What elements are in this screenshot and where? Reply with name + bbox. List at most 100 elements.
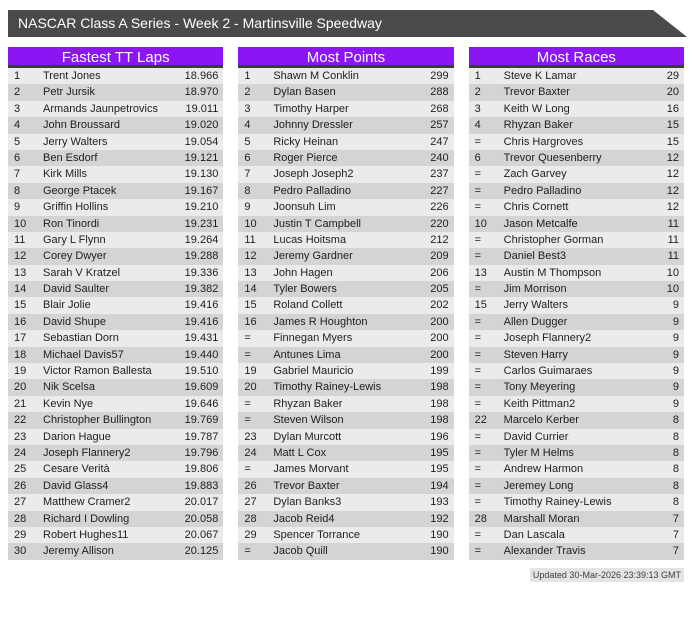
- driver-name-cell: Daniel Best3: [503, 250, 567, 263]
- table-row: 12 Jeremy Gardner 209: [238, 248, 454, 265]
- value-cell: 8: [672, 414, 679, 427]
- driver-name-cell: Andrew Harmon: [503, 463, 584, 476]
- table-row: = Andrew Harmon 8: [468, 461, 684, 478]
- leaderboard-rows: 1 Trent Jones 18.966 2 Petr Jursik 18.970 3 Arm…: [8, 68, 224, 560]
- driver-name-cell: Tony Meyering: [503, 381, 576, 394]
- value-cell: 19.806: [184, 463, 219, 476]
- table-row: 19 Victor Ramon Ballesta 19.510: [8, 363, 224, 380]
- table-row: 8 George Ptacek 19.167: [8, 182, 224, 200]
- rank-cell: 18: [14, 348, 27, 361]
- table-row: = Tyler M Helms 8: [468, 444, 684, 462]
- driver-name-cell: Blair Jolie: [43, 299, 91, 312]
- event-banner: NASCAR Class A Series - Week 2 - Martins…: [8, 10, 687, 37]
- table-row: 1 Steve K Lamar 29: [468, 68, 684, 85]
- driver-name-cell: Roland Collett: [273, 299, 343, 312]
- table-row: 5 Ricky Heinan 247: [238, 133, 454, 150]
- driver-name-cell: Ben Esdorf: [43, 151, 98, 164]
- rank-cell: 22: [474, 414, 487, 427]
- rank-cell: 21: [14, 397, 27, 410]
- rank-cell: 1: [14, 70, 21, 82]
- table-row: 26 David Glass4 19.883: [8, 477, 224, 495]
- table-row: 22 Marcelo Kerber 8: [468, 412, 684, 429]
- table-row: 6 Ben Esdorf 19.121: [8, 149, 224, 167]
- rank-cell: 14: [244, 283, 257, 296]
- value-cell: 19.440: [184, 348, 219, 361]
- driver-name-cell: Jeremy Gardner: [273, 250, 353, 263]
- value-cell: 19.011: [185, 102, 219, 115]
- rank-cell: =: [474, 233, 482, 246]
- value-cell: 198: [430, 397, 449, 410]
- value-cell: 195: [430, 463, 449, 476]
- value-cell: 200: [430, 348, 449, 361]
- driver-name-cell: Nik Scelsa: [43, 381, 95, 394]
- rank-cell: 3: [244, 102, 251, 115]
- rank-cell: =: [244, 397, 251, 410]
- value-cell: 19.288: [184, 250, 219, 263]
- table-row: 23 Dylan Murcott 196: [238, 428, 454, 445]
- value-cell: 195: [430, 446, 449, 459]
- value-cell: 9: [672, 381, 679, 394]
- rank-cell: 26: [244, 479, 257, 492]
- driver-name-cell: Timothy Harper: [273, 102, 349, 115]
- table-row: 16 David Shupe 19.416: [8, 313, 224, 331]
- driver-name-cell: Sebastian Dorn: [43, 332, 119, 345]
- value-cell: 8: [672, 496, 679, 509]
- value-cell: 15: [666, 135, 679, 148]
- driver-name-cell: Marcelo Kerber: [503, 414, 579, 427]
- rank-cell: 19: [14, 365, 27, 378]
- table-row: = Antunes Lima 200: [238, 346, 454, 364]
- driver-name-cell: Kirk Mills: [43, 168, 87, 181]
- value-cell: 198: [430, 381, 449, 394]
- driver-name-cell: Jacob Quill: [273, 545, 328, 558]
- rank-cell: =: [474, 201, 482, 214]
- value-cell: 7: [672, 512, 679, 525]
- driver-name-cell: Carlos Guimaraes: [503, 365, 593, 378]
- driver-name-cell: Joseph Joseph2: [273, 168, 354, 181]
- table-row: 26 Trevor Baxter 194: [238, 477, 454, 495]
- value-cell: 226: [430, 201, 449, 214]
- rank-cell: 10: [14, 217, 27, 230]
- driver-name-cell: Robert Hughes11: [43, 528, 129, 541]
- value-cell: 10: [666, 266, 679, 279]
- rank-cell: 29: [244, 528, 257, 541]
- table-row: = Alexander Travis 7: [468, 543, 684, 560]
- value-cell: 20.058: [184, 512, 219, 525]
- value-cell: 19.231: [184, 217, 219, 230]
- driver-name-cell: Joseph Flannery2: [43, 446, 131, 459]
- rank-cell: 4: [474, 119, 481, 132]
- rank-cell: 20: [14, 381, 27, 394]
- driver-name-cell: David Saulter: [43, 283, 110, 296]
- rank-cell: =: [474, 397, 482, 410]
- value-cell: 288: [430, 86, 449, 99]
- driver-name-cell: David Glass4: [43, 479, 109, 492]
- table-row: = Timothy Rainey-Lewis 8: [468, 494, 684, 511]
- driver-name-cell: George Ptacek: [43, 184, 117, 197]
- value-cell: 193: [430, 496, 449, 509]
- value-cell: 8: [672, 446, 679, 459]
- table-row: = David Currier 8: [468, 428, 684, 445]
- value-cell: 205: [430, 283, 449, 296]
- rank-cell: 11: [14, 233, 26, 246]
- rank-cell: 3: [474, 102, 481, 115]
- driver-name-cell: Ron Tinordi: [43, 217, 100, 230]
- leaderboard-title: Most Points: [238, 47, 454, 68]
- value-cell: 190: [430, 528, 449, 541]
- rank-cell: =: [474, 430, 482, 443]
- rank-cell: 5: [244, 135, 251, 148]
- rank-cell: 1: [244, 70, 251, 82]
- value-cell: 19.416: [184, 315, 219, 328]
- value-cell: 257: [430, 119, 449, 132]
- table-row: 24 Joseph Flannery2 19.796: [8, 444, 224, 462]
- rank-cell: 30: [14, 545, 27, 558]
- value-cell: 19.416: [184, 299, 219, 312]
- leaderboard-title: Fastest TT Laps: [8, 47, 224, 68]
- table-row: 15 Blair Jolie 19.416: [8, 297, 224, 314]
- value-cell: 206: [430, 266, 449, 279]
- rank-cell: 13: [474, 266, 487, 279]
- rank-cell: =: [474, 332, 482, 345]
- value-cell: 11: [667, 250, 679, 263]
- rank-cell: 2: [14, 86, 21, 99]
- driver-name-cell: Chris Cornett: [503, 201, 569, 214]
- table-row: 30 Jeremy Allison 20.125: [8, 543, 224, 560]
- value-cell: 7: [672, 528, 679, 541]
